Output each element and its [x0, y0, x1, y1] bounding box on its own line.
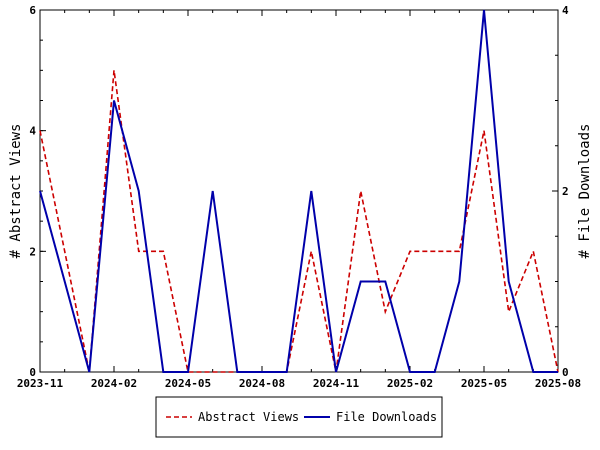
y-left-tick-label: 2 — [29, 245, 36, 258]
x-tick-label: 2024-02 — [91, 377, 137, 390]
y-left-tick-label: 0 — [29, 366, 36, 379]
x-tick-label: 2025-08 — [535, 377, 581, 390]
legend-label: Abstract Views — [198, 410, 299, 424]
y-left-tick-label: 4 — [29, 125, 36, 138]
x-tick-label: 2024-08 — [239, 377, 285, 390]
legend — [155, 396, 443, 438]
x-tick-label: 2025-02 — [387, 377, 433, 390]
x-tick-label: 2024-11 — [313, 377, 360, 390]
series-line-file-downloads — [39, 9, 558, 373]
legend-label: File Downloads — [336, 410, 437, 424]
y-left-axis-title: # Abstract Views — [8, 124, 24, 259]
y-right-tick-label: 4 — [562, 4, 569, 17]
y-right-tick-label: 2 — [562, 185, 569, 198]
x-tick-label: 2023-11 — [17, 377, 64, 390]
y-right-tick-label: 0 — [562, 366, 569, 379]
series-line-abstract-views — [39, 70, 559, 373]
x-tick-label: 2024-05 — [165, 377, 211, 390]
y-right-axis-title: # File Downloads — [577, 124, 593, 259]
plot-area — [39, 9, 559, 373]
y-left-tick-label: 6 — [29, 4, 36, 17]
x-tick-label: 2025-05 — [461, 377, 507, 390]
